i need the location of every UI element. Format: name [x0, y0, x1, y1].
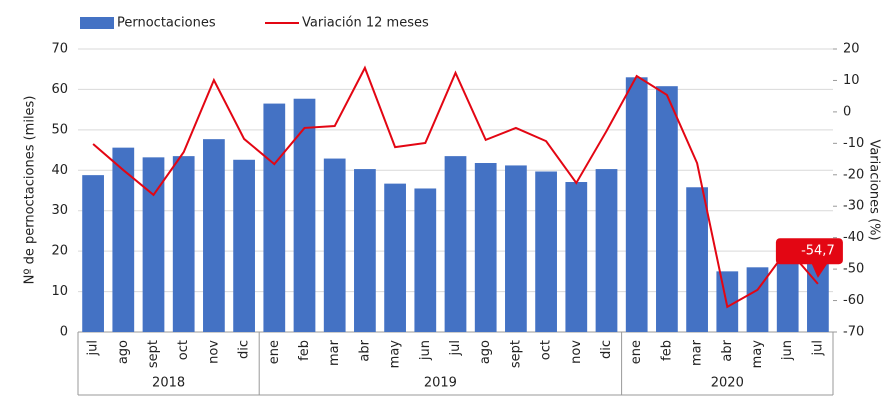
x-tick-label: ene [267, 340, 282, 364]
x-tick-label: ene [629, 340, 644, 364]
data-label: -54,7 [801, 244, 835, 259]
y2-tick-label: -70 [843, 325, 864, 340]
x-tick-label: may [388, 340, 403, 369]
annotation-box [775, 238, 843, 278]
x-tick-label: may [750, 340, 765, 369]
y2-tick-label: 20 [843, 42, 860, 57]
group-label: 2019 [424, 376, 457, 391]
y2-axis-title: Variaciones (%) [867, 139, 882, 240]
bar [444, 156, 467, 332]
x-tick-label: oct [539, 340, 554, 360]
legend-label: Pernoctaciones [117, 16, 216, 31]
bar [142, 157, 165, 332]
y2-tick-label: -10 [843, 136, 864, 151]
x-tick-label: oct [176, 340, 191, 360]
bar [414, 188, 437, 332]
x-tick-label: feb [297, 340, 312, 361]
bar [293, 98, 316, 332]
bar [172, 156, 195, 332]
bar [354, 169, 376, 332]
y-tick-label: 30 [51, 203, 68, 218]
y2-tick-label: -40 [843, 230, 864, 245]
bar [807, 251, 829, 332]
bar [474, 163, 497, 332]
x-tick-label: dic [599, 340, 614, 359]
y-tick-label: 60 [51, 82, 68, 97]
bar [656, 86, 678, 333]
bar [776, 248, 799, 332]
bar [203, 139, 225, 332]
x-tick-label: jun [780, 340, 795, 361]
x-tick-label: abr [720, 339, 735, 361]
x-tick-label: jul [448, 340, 463, 356]
y2-tick-label: -20 [843, 167, 864, 182]
x-tick-label: sept [508, 340, 523, 368]
x-tick-label: jun [418, 340, 433, 361]
y2-tick-label: -50 [843, 262, 864, 277]
x-tick-label: dic [237, 340, 252, 359]
y2-tick-label: -60 [843, 293, 864, 308]
y-tick-label: 70 [51, 42, 68, 57]
bar [746, 267, 769, 332]
y2-tick-label: 10 [843, 73, 860, 88]
group-label: 2020 [711, 376, 744, 391]
y2-tick-label: -30 [843, 199, 864, 214]
y2-tick-label: 0 [843, 104, 851, 119]
x-tick-label: mar [690, 339, 705, 366]
bar [233, 159, 255, 332]
x-tick-label: jul [810, 340, 825, 356]
bar [112, 147, 135, 332]
bar [384, 183, 406, 332]
line [92, 65, 819, 309]
bar [686, 187, 708, 332]
x-tick-label: nov [206, 340, 221, 364]
x-tick-label: jul [86, 340, 101, 356]
x-tick-label: abr [357, 339, 372, 361]
legend-label: Variación 12 meses [302, 16, 429, 31]
y-tick-label: 20 [51, 244, 68, 259]
bar [716, 271, 739, 332]
x-tick-label: mar [327, 339, 342, 366]
bar [595, 169, 618, 332]
bar [565, 182, 588, 332]
bar [625, 77, 648, 332]
x-tick-label: sept [146, 340, 161, 368]
x-tick-label: ago [116, 340, 131, 364]
y-tick-label: 40 [51, 163, 68, 178]
x-tick-label: nov [569, 340, 584, 364]
y-tick-label: 0 [60, 325, 68, 340]
bar [82, 175, 104, 332]
y-tick-label: 10 [51, 284, 68, 299]
legend-swatch [80, 17, 114, 29]
x-tick-label: feb [659, 340, 674, 361]
group-label: 2018 [152, 376, 185, 391]
y-tick-label: 50 [51, 122, 68, 137]
bar [505, 165, 527, 332]
y-axis-title: Nº de pernoctaciones (miles) [23, 96, 38, 285]
x-tick-label: ago [478, 340, 493, 364]
bar [323, 158, 346, 332]
bar [535, 171, 557, 332]
bar [263, 103, 286, 332]
